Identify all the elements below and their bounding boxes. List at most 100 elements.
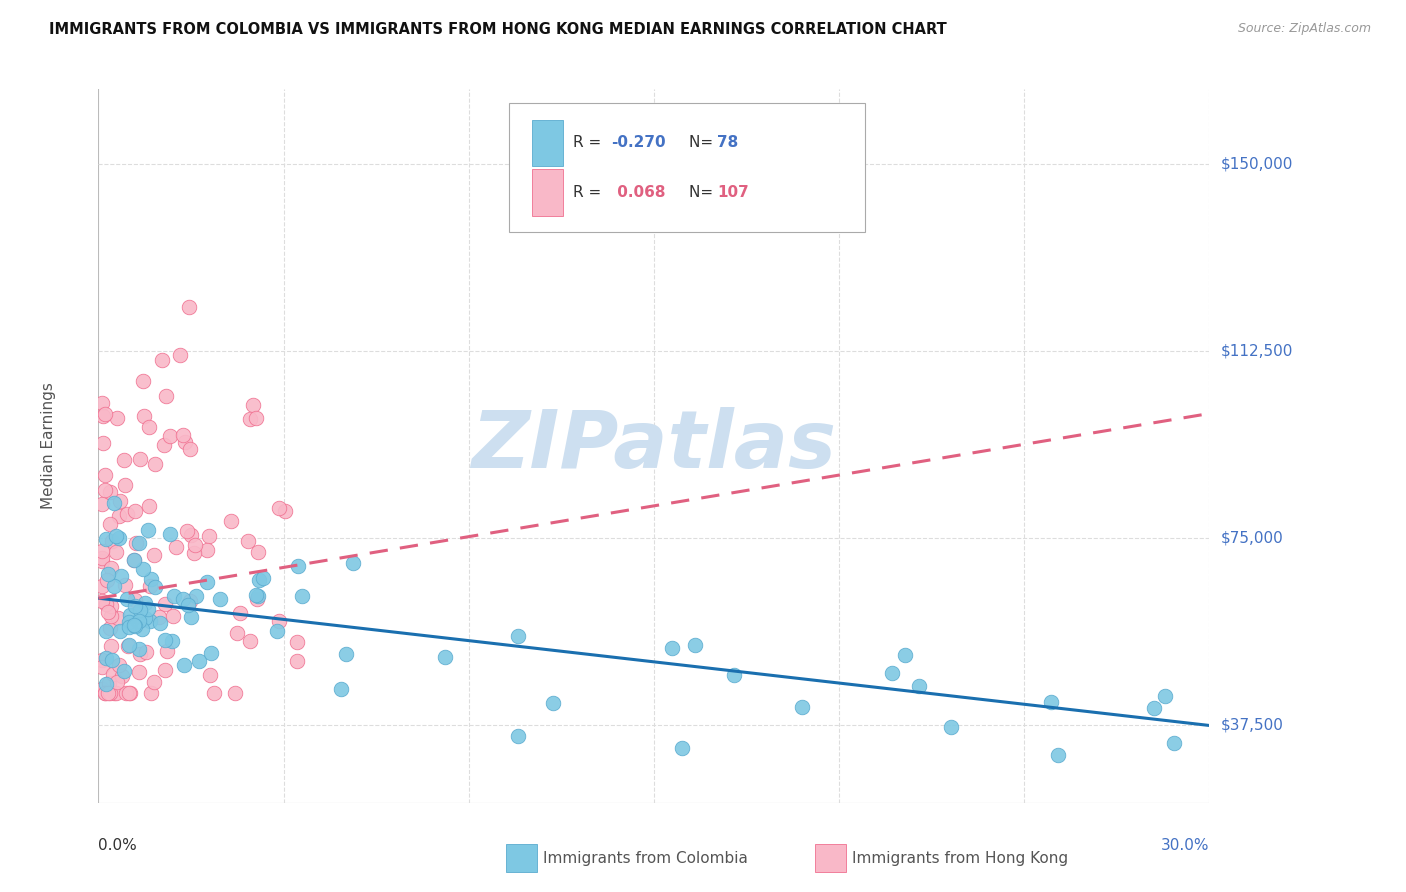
- Point: [239, 411, 262, 425]
- Point: [661, 641, 683, 656]
- Point: [93, 436, 115, 450]
- FancyBboxPatch shape: [531, 120, 562, 166]
- Point: [247, 545, 270, 559]
- Text: 107: 107: [717, 186, 749, 200]
- Point: [142, 675, 165, 690]
- Point: [162, 609, 184, 624]
- Point: [96, 574, 118, 588]
- Point: [108, 531, 131, 545]
- Text: N=: N=: [689, 186, 718, 200]
- Point: [274, 504, 297, 518]
- Point: [128, 665, 150, 680]
- Point: [131, 622, 153, 636]
- Point: [176, 524, 198, 538]
- Point: [114, 686, 136, 700]
- Point: [335, 647, 357, 661]
- Point: [287, 559, 309, 574]
- Point: [183, 545, 205, 559]
- Point: [94, 533, 117, 547]
- Point: [143, 457, 166, 471]
- Point: [342, 557, 364, 571]
- Text: ZIPatlas: ZIPatlas: [471, 407, 837, 485]
- Point: [91, 579, 114, 593]
- Point: [97, 566, 120, 581]
- Point: [100, 599, 122, 614]
- Point: [100, 621, 122, 635]
- Point: [184, 538, 207, 552]
- Point: [124, 619, 146, 633]
- Text: $150,000: $150,000: [1220, 157, 1292, 171]
- Text: 78: 78: [717, 136, 738, 150]
- Text: R =: R =: [572, 186, 606, 200]
- Point: [94, 686, 117, 700]
- Point: [118, 686, 141, 700]
- Point: [247, 589, 270, 603]
- Point: [125, 614, 148, 628]
- Point: [94, 467, 117, 482]
- Point: [118, 615, 141, 629]
- Point: [112, 453, 135, 467]
- Point: [245, 411, 267, 425]
- Text: $75,000: $75,000: [1220, 531, 1284, 546]
- Point: [329, 682, 352, 697]
- Point: [239, 633, 262, 648]
- Point: [100, 653, 122, 667]
- Point: [117, 592, 139, 607]
- Point: [247, 574, 270, 588]
- Point: [136, 523, 159, 537]
- Text: 30.0%: 30.0%: [1161, 838, 1209, 854]
- Point: [198, 668, 221, 682]
- Text: 0.0%: 0.0%: [98, 838, 138, 854]
- Point: [224, 686, 246, 700]
- Point: [125, 535, 148, 549]
- Point: [120, 608, 142, 623]
- Point: [91, 652, 114, 666]
- Point: [103, 496, 125, 510]
- Point: [179, 594, 201, 608]
- Point: [195, 542, 218, 557]
- Point: [153, 664, 176, 678]
- Point: [104, 529, 127, 543]
- Point: [172, 591, 194, 606]
- Point: [136, 602, 159, 616]
- Point: [105, 411, 128, 425]
- Point: [508, 729, 530, 743]
- Point: [94, 650, 117, 665]
- Point: [173, 435, 195, 450]
- Point: [100, 561, 122, 575]
- Point: [134, 596, 156, 610]
- Point: [225, 625, 247, 640]
- Point: [110, 669, 132, 683]
- Point: [508, 629, 530, 643]
- Point: [723, 668, 745, 682]
- Point: [107, 658, 129, 673]
- Point: [97, 605, 120, 619]
- Point: [180, 609, 202, 624]
- Point: [188, 654, 211, 668]
- Point: [148, 616, 170, 631]
- Point: [142, 548, 165, 562]
- Point: [143, 581, 166, 595]
- Point: [91, 594, 114, 608]
- Point: [104, 686, 127, 700]
- Point: [122, 553, 145, 567]
- Point: [131, 374, 153, 388]
- Point: [118, 620, 141, 634]
- Point: [180, 528, 202, 542]
- Point: [128, 452, 150, 467]
- Point: [169, 348, 191, 362]
- Point: [94, 483, 117, 497]
- Point: [267, 614, 290, 628]
- Point: [117, 639, 139, 653]
- Point: [94, 686, 117, 700]
- Text: -0.270: -0.270: [612, 136, 666, 150]
- FancyBboxPatch shape: [509, 103, 865, 232]
- Point: [94, 597, 117, 611]
- Point: [124, 593, 146, 607]
- Text: Immigrants from Hong Kong: Immigrants from Hong Kong: [852, 851, 1069, 865]
- Point: [108, 624, 131, 638]
- Point: [104, 545, 127, 559]
- Text: Source: ZipAtlas.com: Source: ZipAtlas.com: [1237, 22, 1371, 36]
- Point: [132, 562, 155, 576]
- Point: [117, 507, 139, 521]
